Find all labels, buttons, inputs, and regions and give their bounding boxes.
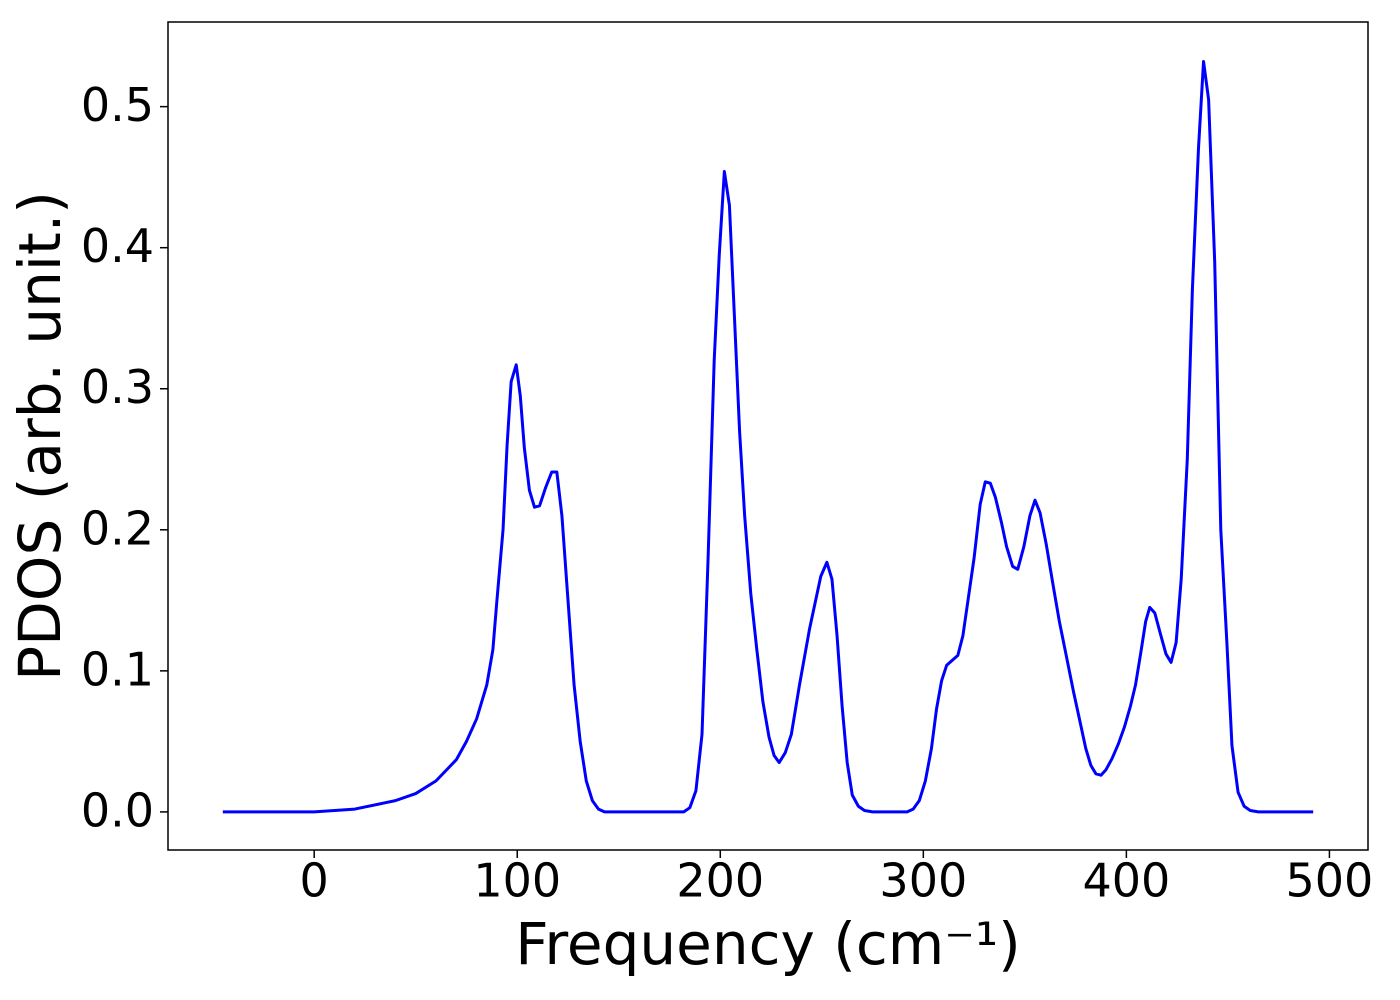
- data-line: [222, 60, 1314, 814]
- x-tick-label: 0: [300, 854, 329, 908]
- x-tick-label: 200: [676, 854, 764, 908]
- y-tick-label: 0.2: [81, 501, 154, 555]
- x-tick-label: 100: [473, 854, 561, 908]
- y-tick-label: 0.0: [81, 783, 154, 837]
- x-axis-label: Frequency (cm⁻¹): [515, 910, 1021, 978]
- y-tick-label: 0.4: [81, 219, 154, 273]
- x-tick-label: 400: [1082, 854, 1170, 908]
- x-tick-label: 300: [879, 854, 967, 908]
- x-tick-label: 500: [1286, 854, 1374, 908]
- y-tick-label: 0.5: [81, 78, 154, 132]
- y-tick-label: 0.1: [81, 642, 154, 696]
- plot-frame: [167, 21, 1369, 851]
- y-axis-label: PDOS (arb. unit.): [6, 191, 74, 681]
- y-tick-label: 0.3: [81, 360, 154, 414]
